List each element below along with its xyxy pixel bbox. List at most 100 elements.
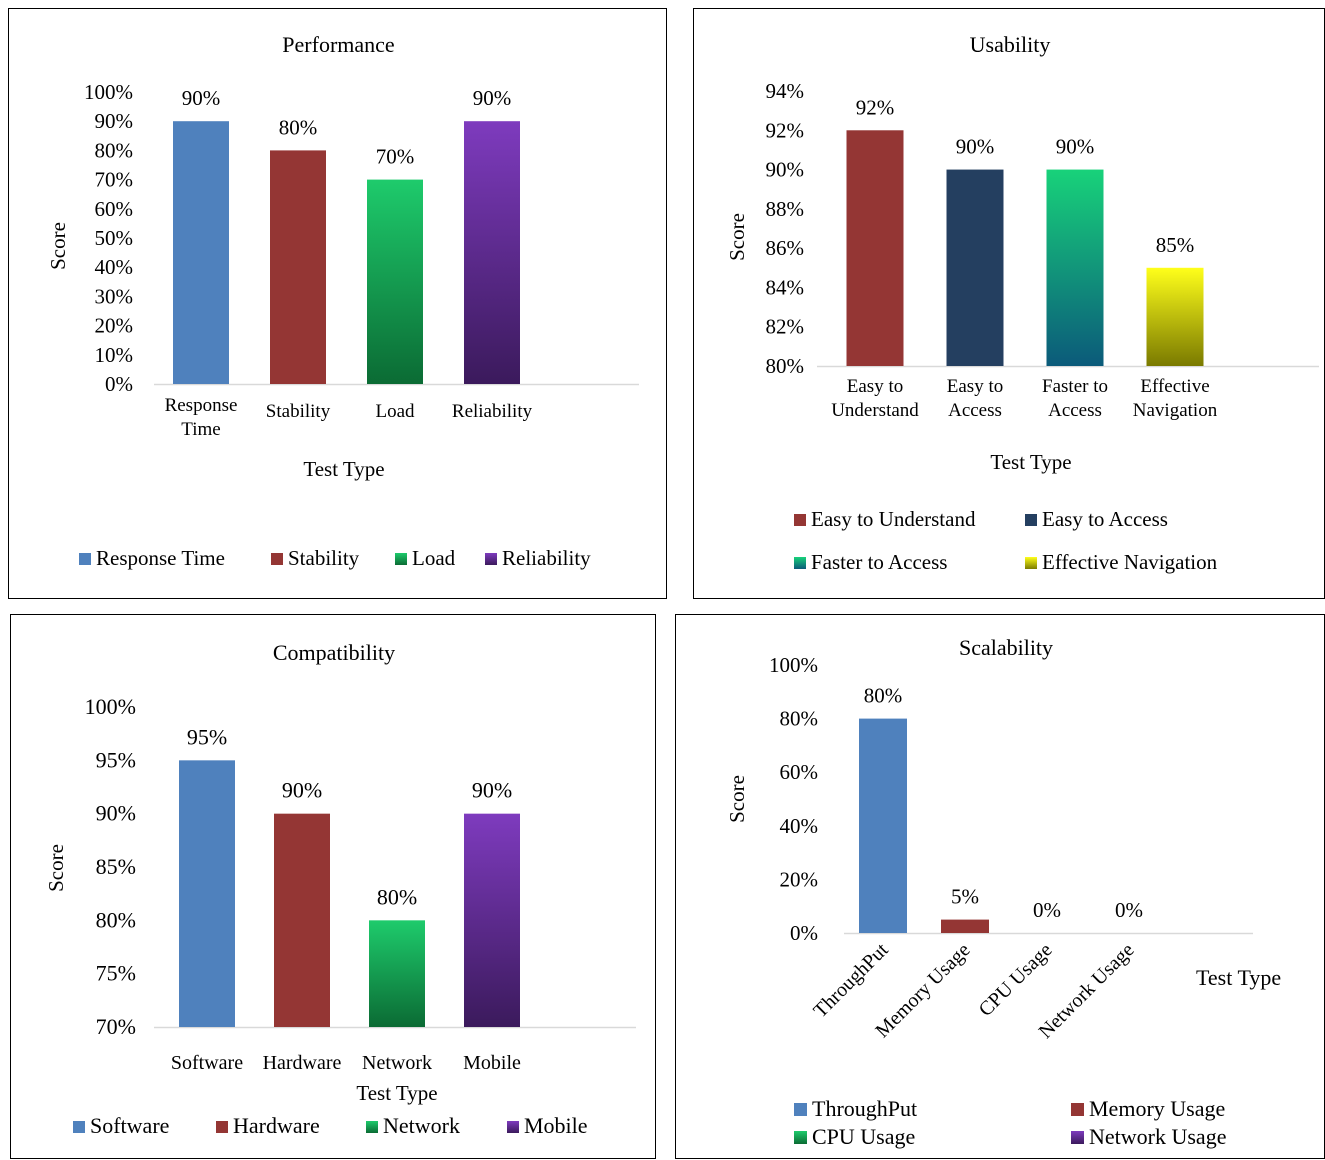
- performance-chart-panel: Performance 0% 10% 20% 30% 40% 50% 60% 70% 80% 90%…: [8, 8, 667, 599]
- y-tick-label: 70%: [95, 168, 134, 192]
- y-tick-label: 20%: [95, 314, 134, 338]
- data-label: 90%: [956, 135, 995, 159]
- bar-effective-navigation: [1146, 267, 1204, 366]
- legend-label: Reliability: [502, 546, 591, 570]
- data-label: 90%: [473, 86, 512, 110]
- data-label: 90%: [182, 86, 221, 110]
- bar-mobile: [464, 813, 520, 1027]
- legend-swatch: [794, 1103, 807, 1116]
- legend-label: Mobile: [524, 1113, 588, 1138]
- chart-title: Usability: [970, 32, 1051, 57]
- y-tick-label: 95%: [96, 747, 136, 772]
- chart-title: Performance: [282, 32, 394, 57]
- y-tick-label: 86%: [766, 236, 805, 260]
- comp-chart-svg: Compatibility 70% 75% 80% 85% 90% 95% 100% Score…: [44, 640, 636, 1138]
- legend-label: Stability: [288, 546, 360, 570]
- x-tick-label: Faster to Access: [1042, 376, 1108, 421]
- x-tick-label: Network: [362, 1052, 432, 1074]
- legend-label: CPU Usage: [812, 1124, 915, 1149]
- y-tick-label: 88%: [766, 197, 805, 221]
- y-tick-label: 10%: [95, 343, 134, 367]
- legend-swatch: [485, 553, 497, 565]
- chart-title: Compatibility: [273, 640, 395, 665]
- usab-chart-svg: Usability 80% 82% 84% 86% 88% 90% 92% 94% Score 92…: [725, 32, 1319, 574]
- data-label: 80%: [279, 115, 318, 139]
- scal-chart-svg: Scalability 0% 20% 40% 60% 80% 100% Score 80% Thr…: [725, 635, 1281, 1149]
- legend-label: ThroughPut: [812, 1096, 917, 1121]
- y-tick-label: 80%: [780, 707, 819, 731]
- x-tick-label: CPU Usage: [975, 939, 1057, 1021]
- bar-easy-to-understand: [846, 130, 904, 366]
- y-tick-label: 100%: [769, 653, 818, 677]
- scalability-chart-panel: Scalability 0% 20% 40% 60% 80% 100% Score 80% Thr…: [675, 614, 1325, 1159]
- y-tick-label: 82%: [766, 315, 805, 339]
- legend-swatch: [73, 1121, 85, 1133]
- legend-label: Response Time: [96, 546, 225, 570]
- y-tick-label: 60%: [780, 760, 819, 784]
- y-tick-label: 20%: [780, 867, 819, 891]
- legend-swatch: [794, 514, 806, 526]
- x-axis-label: Test Type: [990, 450, 1071, 474]
- y-tick-label: 50%: [95, 226, 134, 250]
- y-tick-label: 70%: [96, 1014, 136, 1039]
- y-tick-label: 0%: [790, 921, 818, 945]
- x-tick-label: Software: [171, 1052, 243, 1074]
- data-label: 70%: [376, 145, 415, 169]
- data-label: 95%: [187, 724, 227, 749]
- legend-swatch: [1025, 514, 1037, 526]
- legend-label: Effective Navigation: [1042, 550, 1218, 574]
- legend-swatch: [79, 553, 91, 565]
- legend-label: Load: [412, 546, 456, 570]
- bar-memory-usage: [941, 919, 989, 933]
- legend-swatch: [271, 553, 283, 565]
- y-tick-label: 84%: [766, 275, 805, 299]
- x-tick-label: Load: [375, 401, 415, 422]
- legend-label: Hardware: [233, 1113, 320, 1138]
- x-axis-label: Test Type: [303, 457, 384, 481]
- usability-chart-panel: Usability 80% 82% 84% 86% 88% 90% 92% 94% Score 92…: [693, 8, 1325, 599]
- legend-label: Memory Usage: [1089, 1096, 1225, 1121]
- perf-chart-svg: Performance 0% 10% 20% 30% 40% 50% 60% 70% 80% 90%…: [46, 32, 639, 570]
- y-axis-label: Score: [44, 844, 68, 892]
- bar-stability: [270, 150, 326, 384]
- x-tick-label: Hardware: [263, 1052, 342, 1074]
- legend-swatch: [1071, 1131, 1084, 1144]
- y-tick-label: 94%: [766, 79, 805, 103]
- legend-swatch: [507, 1121, 519, 1133]
- bar-response-time: [173, 121, 229, 384]
- data-label: 92%: [856, 95, 895, 119]
- y-tick-label: 30%: [95, 284, 134, 308]
- data-label: 80%: [864, 684, 903, 708]
- bar-hardware: [274, 813, 330, 1027]
- x-tick-label: Effective Navigation: [1133, 376, 1218, 421]
- y-axis-label: Score: [46, 222, 70, 270]
- legend-label: Network Usage: [1089, 1124, 1226, 1149]
- bar-reliability: [464, 121, 520, 384]
- legend-swatch: [395, 553, 407, 565]
- y-tick-label: 80%: [96, 907, 136, 932]
- data-label: 0%: [1033, 898, 1061, 922]
- y-tick-label: 90%: [766, 158, 805, 182]
- legend-swatch: [366, 1121, 378, 1133]
- y-tick-label: 80%: [766, 354, 805, 378]
- x-tick-label: Easy to Access: [947, 376, 1003, 421]
- y-tick-label: 100%: [84, 80, 133, 104]
- chart-title: Scalability: [959, 635, 1053, 660]
- legend-label: Easy to Access: [1042, 507, 1168, 531]
- y-axis-label: Score: [725, 775, 749, 823]
- legend-swatch: [794, 557, 806, 569]
- legend-label: Easy to Understand: [811, 507, 976, 531]
- y-tick-label: 100%: [85, 694, 136, 719]
- data-label: 85%: [1156, 233, 1195, 257]
- y-tick-label: 60%: [95, 197, 134, 221]
- bar-software: [179, 760, 235, 1027]
- x-tick-label: Easy to Understand: [831, 376, 919, 421]
- x-tick-label: Stability: [266, 401, 331, 422]
- data-label: 80%: [377, 884, 417, 909]
- bar-faster-to-access: [1046, 169, 1104, 366]
- data-label: 0%: [1115, 898, 1143, 922]
- y-tick-label: 85%: [96, 854, 136, 879]
- legend-swatch: [1071, 1103, 1084, 1116]
- x-axis-label: Test Type: [1196, 965, 1281, 990]
- y-tick-label: 80%: [95, 138, 134, 162]
